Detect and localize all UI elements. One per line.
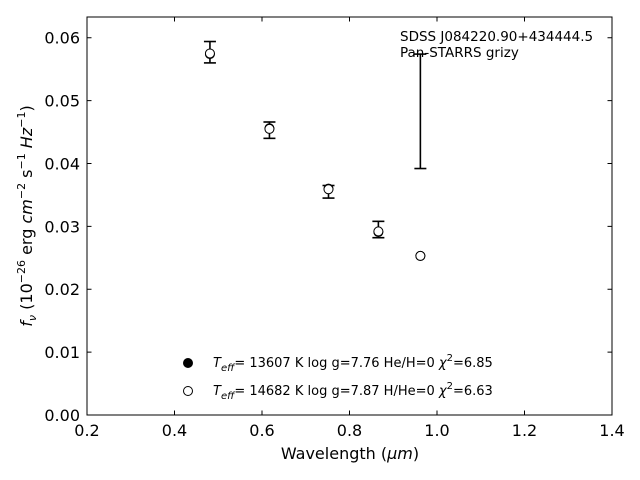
x-tick-label: 0.6 (249, 421, 274, 440)
legend-marker-filled (183, 358, 193, 368)
model-point-open (264, 123, 275, 134)
data-points (204, 48, 426, 261)
y-tick-label: 0.03 (44, 217, 80, 236)
model-point-open (373, 226, 384, 237)
x-tick-label: 0.8 (337, 421, 362, 440)
model-point-open (415, 250, 426, 261)
y-tick-label: 0.00 (44, 406, 80, 425)
y-tick-label: 0.05 (44, 92, 80, 111)
x-tick-label: 1.0 (424, 421, 449, 440)
annotation-line-2: Pan-STARRS grizy (400, 45, 519, 61)
error-bars (203, 40, 427, 239)
y-tick-label: 0.06 (44, 29, 80, 48)
legend-entry-1: Teff= 13607 K log g=7.76 He/H=0 χ2=6.85 (213, 353, 493, 374)
y-axis-label: fν (10−26 erg cm−2 s−1 Hz−1) (15, 105, 39, 326)
x-tick-label: 1.2 (512, 421, 537, 440)
annotation-line-1: SDSS J084220.90+434444.5 (400, 29, 593, 45)
x-tick-label: 0.4 (162, 421, 187, 440)
y-tick-label: 0.01 (44, 343, 80, 362)
legend-marker-open (183, 386, 193, 396)
x-tick-label: 1.4 (599, 421, 624, 440)
model-point-open (323, 184, 334, 195)
x-tick-label: 0.2 (74, 421, 99, 440)
axis-ticks: 0.2 0.4 0.6 0.8 1.0 1.2 1.4 0.00 0.01 0.02 0.03 0.0… (44, 17, 625, 440)
legend-entry-2: Teff= 14682 K log g=7.87 H/He=0 χ2=6.63 (213, 381, 493, 402)
y-tick-label: 0.04 (44, 154, 80, 173)
y-tick-label: 0.02 (44, 280, 80, 299)
legend: Teff= 13607 K log g=7.76 He/H=0 χ2=6.85 … (183, 353, 493, 402)
x-axis-label: Wavelength (μm) (281, 444, 419, 463)
model-point-open (204, 48, 215, 59)
